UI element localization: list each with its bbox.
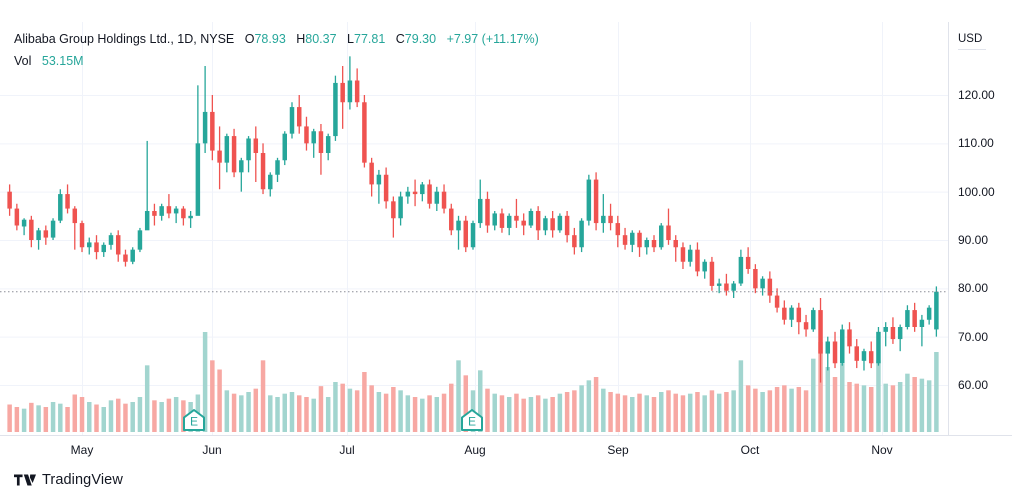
price-axis-separator bbox=[948, 22, 949, 435]
time-axis-tick: Jul bbox=[339, 443, 355, 457]
tradingview-wordmark: TradingView bbox=[42, 472, 123, 488]
time-axis-separator bbox=[0, 435, 1012, 436]
ohlc-high-label: H bbox=[296, 32, 306, 46]
earnings-marker-icon[interactable]: E bbox=[459, 407, 485, 433]
svg-text:E: E bbox=[468, 415, 476, 429]
ohlc-close-value: 79.30 bbox=[404, 32, 437, 46]
time-axis-tick: Aug bbox=[464, 443, 486, 457]
price-axis-tick: 60.00 bbox=[958, 378, 989, 392]
time-axis-tick: Jun bbox=[202, 443, 222, 457]
time-axis-tick: May bbox=[70, 443, 94, 457]
candlestick-series bbox=[0, 56, 948, 383]
price-axis-tick: 120.00 bbox=[958, 88, 995, 102]
chart-plot-area[interactable] bbox=[0, 22, 948, 435]
ohlc-close-label: C bbox=[395, 32, 405, 46]
price-axis[interactable]: 120.00 110.00 100.00 90.00 80.00 70.00 60.00 bbox=[948, 22, 1012, 435]
volume-label: Vol bbox=[14, 54, 32, 68]
symbol-title[interactable]: Alibaba Group Holdings Ltd., 1D, NYSE bbox=[14, 32, 235, 46]
svg-text:E: E bbox=[190, 415, 198, 429]
price-axis-tick: 70.00 bbox=[958, 329, 989, 344]
price-axis-tick: 100.00 bbox=[958, 184, 995, 199]
ohlc-low-label: L bbox=[347, 32, 354, 46]
price-axis-tick: 110.00 bbox=[958, 136, 994, 151]
price-axis-tick: 90.00 bbox=[958, 233, 989, 247]
earnings-marker-icon[interactable]: E bbox=[181, 407, 207, 433]
legend-primary-row[interactable]: Alibaba Group Holdings Ltd., 1D, NYSE O7… bbox=[14, 30, 539, 49]
time-axis-tick: Nov bbox=[871, 443, 893, 457]
price-change: +7.97 (+11.17%) bbox=[446, 32, 539, 46]
ohlc-open-value: 78.93 bbox=[254, 32, 286, 46]
tradingview-mark-icon bbox=[14, 474, 36, 486]
ohlc-open-label: O bbox=[244, 32, 255, 46]
tradingview-logo[interactable]: TradingView bbox=[14, 472, 123, 488]
currency-label: USD bbox=[958, 33, 983, 45]
chart-gridlines bbox=[0, 22, 948, 435]
volume-value: 53.15M bbox=[41, 54, 84, 68]
ohlc-high-value: 80.37 bbox=[305, 32, 337, 46]
ohlc-low-value: 77.81 bbox=[354, 32, 386, 46]
time-axis-tick: Sep bbox=[607, 443, 629, 457]
time-axis-tick: Oct bbox=[740, 443, 760, 457]
time-axis[interactable]: May Jun Jul Aug Sep Oct Nov bbox=[0, 436, 948, 464]
currency-underline bbox=[958, 49, 986, 50]
legend-volume-row[interactable]: Vol 53.15M bbox=[14, 52, 539, 71]
price-axis-tick: 80.00 bbox=[958, 281, 989, 296]
chart-legend: Alibaba Group Holdings Ltd., 1D, NYSE O7… bbox=[14, 30, 539, 71]
